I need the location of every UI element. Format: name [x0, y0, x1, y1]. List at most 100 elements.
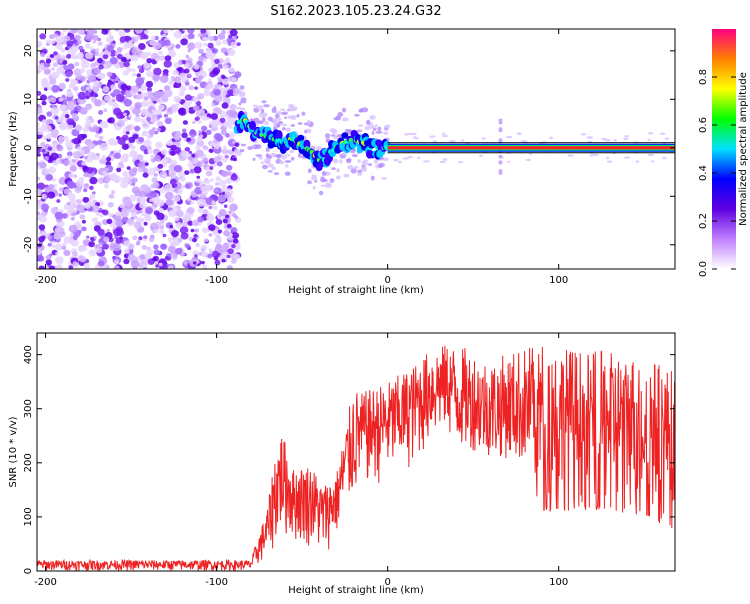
noise-blob — [119, 203, 125, 209]
scatter-blob — [613, 139, 617, 142]
noise-blob — [182, 214, 191, 222]
scatter-blob — [264, 158, 271, 164]
noise-blob — [99, 241, 104, 246]
noise-blob — [188, 85, 194, 91]
noise-blob — [153, 173, 158, 177]
noise-blob — [51, 67, 55, 71]
heatmap-xtick-label: 100 — [549, 275, 568, 286]
scatter-blob — [413, 136, 417, 139]
scatter-blob — [284, 164, 289, 168]
noise-blob — [150, 154, 155, 159]
scatter-blob — [567, 154, 574, 157]
scatter-blob — [263, 104, 270, 108]
noise-blob — [78, 254, 84, 261]
heatmap-marks — [37, 29, 675, 269]
noise-blob — [210, 113, 218, 120]
snr-xtick-label: -100 — [205, 577, 228, 588]
noise-blob — [93, 67, 102, 74]
scatter-blob — [255, 144, 262, 149]
scatter-blob — [267, 163, 274, 168]
noise-blob — [62, 29, 68, 33]
noise-blob — [216, 161, 223, 167]
noise-blob — [62, 242, 67, 247]
noise-blob — [169, 29, 175, 32]
noise-blob — [37, 127, 45, 135]
scatter-blob — [358, 124, 364, 127]
noise-blob — [228, 67, 235, 73]
scatter-blob — [320, 184, 327, 187]
scatter-blob — [398, 160, 403, 164]
scatter-blob — [600, 137, 607, 141]
noise-blob — [99, 100, 106, 106]
noise-blob — [94, 52, 100, 57]
scatter-blob — [330, 134, 336, 137]
noise-blob — [49, 265, 56, 269]
noise-blob — [177, 237, 183, 243]
noise-blob — [146, 87, 152, 92]
scatter-blob — [347, 164, 354, 170]
noise-blob — [180, 38, 188, 46]
noise-blob — [78, 45, 84, 51]
noise-blob — [213, 88, 221, 96]
noise-blob — [187, 33, 195, 40]
noise-blob — [140, 109, 148, 116]
snr-ylabel: SNR (10 * v/v) — [8, 416, 19, 487]
noise-blob — [192, 250, 200, 257]
noise-blob — [132, 133, 139, 140]
noise-blob — [37, 248, 42, 256]
snr-ytick-label: 200 — [23, 453, 34, 472]
noise-blob — [129, 194, 137, 202]
noise-blob — [106, 156, 112, 162]
scatter-blob — [498, 169, 503, 173]
noise-blob — [125, 131, 130, 135]
noise-blob — [162, 233, 167, 238]
noise-blob — [83, 155, 88, 160]
noise-blob — [220, 170, 227, 177]
noise-blob — [57, 229, 66, 238]
noise-blob — [125, 125, 132, 131]
scatter-blob — [238, 102, 242, 106]
noise-blob — [207, 78, 212, 83]
noise-blob — [38, 236, 45, 243]
noise-blob — [144, 162, 149, 166]
noise-blob — [170, 150, 176, 156]
scatter-blob — [336, 175, 341, 180]
scatter-blob — [343, 173, 350, 178]
noise-blob — [66, 54, 72, 59]
noise-blob — [156, 127, 161, 132]
noise-blob — [139, 51, 149, 60]
noise-blob — [205, 129, 212, 135]
scatter-blob — [439, 160, 446, 164]
noise-blob — [132, 235, 138, 241]
noise-blob — [68, 207, 75, 214]
noise-blob — [91, 191, 96, 195]
noise-blob — [89, 193, 96, 200]
noise-blob — [111, 98, 116, 103]
noise-blob — [130, 54, 139, 62]
noise-blob — [103, 63, 108, 68]
noise-blob — [99, 142, 109, 151]
noise-blob — [134, 125, 141, 132]
noise-blob — [98, 135, 104, 141]
noise-blob — [120, 180, 129, 189]
noise-blob — [147, 91, 153, 97]
noise-blob — [97, 228, 105, 236]
ridge-blob — [275, 130, 283, 141]
noise-blob — [201, 125, 208, 132]
noise-blob — [201, 260, 205, 265]
colorbar-tick-label: 0.6 — [698, 117, 709, 133]
scatter-blob — [402, 157, 409, 160]
noise-blob — [215, 176, 222, 182]
scatter-blob — [265, 153, 270, 159]
colorbar-tick-label: 0.4 — [698, 165, 709, 181]
noise-blob — [67, 151, 73, 157]
noise-blob — [234, 215, 239, 220]
noise-blob — [64, 114, 70, 119]
noise-blob — [66, 123, 74, 131]
noise-blob — [214, 182, 220, 186]
scatter-blob — [423, 160, 430, 163]
noise-blob — [144, 252, 152, 259]
noise-blob — [38, 241, 43, 246]
noise-blob — [181, 185, 186, 189]
noise-blob — [164, 89, 173, 98]
